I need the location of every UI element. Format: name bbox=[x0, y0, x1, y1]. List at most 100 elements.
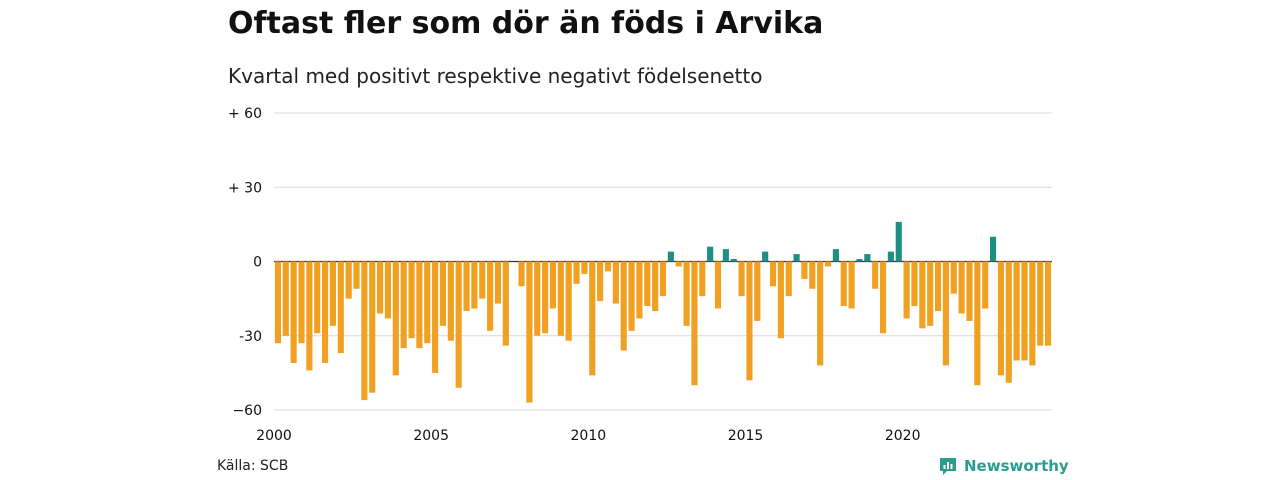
bar-negative bbox=[683, 261, 690, 326]
bar-positive bbox=[722, 249, 729, 262]
bar-negative bbox=[1013, 261, 1020, 361]
bar-negative bbox=[1021, 261, 1028, 361]
bar-negative bbox=[361, 261, 368, 401]
bar-negative bbox=[769, 261, 777, 287]
bar-negative bbox=[652, 261, 659, 311]
bar-negative bbox=[298, 261, 305, 344]
bar-positive bbox=[793, 254, 800, 262]
bar-positive bbox=[895, 221, 902, 262]
bar-negative bbox=[754, 261, 761, 321]
bar-negative bbox=[416, 261, 423, 349]
bar-negative bbox=[699, 261, 706, 297]
chart-logo-icon bbox=[940, 458, 956, 475]
bar-negative bbox=[1045, 261, 1052, 346]
bar-negative bbox=[1005, 261, 1012, 383]
bar-negative bbox=[974, 261, 981, 386]
bar-negative bbox=[848, 261, 855, 309]
y-tick-label: −60 bbox=[232, 403, 262, 419]
bar-positive bbox=[707, 246, 714, 262]
bar-negative bbox=[620, 261, 627, 351]
chart-title: Oftast fler som dör än föds i Arvika bbox=[228, 6, 824, 41]
bar-negative bbox=[628, 261, 635, 331]
bar-negative bbox=[1037, 261, 1044, 346]
bar-positive bbox=[864, 254, 871, 262]
bar-negative bbox=[369, 261, 376, 393]
bar-negative bbox=[526, 261, 533, 403]
bar-negative bbox=[817, 261, 824, 366]
bars bbox=[274, 221, 1052, 403]
bar-negative bbox=[565, 261, 572, 341]
bar-negative bbox=[958, 261, 965, 314]
newsworthy-logo[interactable]: Newsworthy bbox=[938, 456, 1069, 476]
bar-negative bbox=[471, 261, 478, 309]
bar-negative bbox=[400, 261, 407, 349]
bar-negative bbox=[487, 261, 494, 331]
brand-name: Newsworthy bbox=[964, 457, 1069, 475]
axis-labels: + 60 + 30 0 -30 −60 2000 2005 2010 2015 2020 bbox=[228, 106, 921, 444]
x-tick-label: 2005 bbox=[413, 428, 449, 444]
bar-negative bbox=[840, 261, 847, 307]
bar-negative bbox=[950, 261, 957, 294]
bar-positive bbox=[887, 251, 894, 262]
bar-negative bbox=[659, 261, 667, 297]
chart-subtitle: Kvartal med positivt respektive negativt… bbox=[228, 64, 763, 88]
bar-negative bbox=[612, 261, 619, 304]
bar-negative bbox=[746, 261, 753, 381]
x-tick-label: 2015 bbox=[728, 428, 764, 444]
bar-negative bbox=[455, 261, 462, 388]
bar-negative bbox=[439, 261, 447, 326]
bar-negative bbox=[738, 261, 745, 297]
y-tick-label: -30 bbox=[239, 329, 262, 345]
bar-negative bbox=[345, 261, 352, 299]
bar-negative bbox=[903, 261, 910, 319]
bar-positive bbox=[990, 236, 997, 262]
bar-positive bbox=[832, 249, 839, 262]
bar-negative bbox=[589, 261, 596, 376]
bar-negative bbox=[982, 261, 989, 309]
bar-negative bbox=[282, 261, 289, 336]
x-tick-label: 2020 bbox=[885, 428, 921, 444]
bar-negative bbox=[927, 261, 934, 326]
bar-negative bbox=[919, 261, 926, 329]
bar-negative bbox=[934, 261, 942, 311]
bar-negative bbox=[377, 261, 384, 314]
bar-negative bbox=[408, 261, 415, 339]
bar-negative bbox=[424, 261, 431, 344]
bar-negative bbox=[557, 261, 564, 336]
bar-negative bbox=[384, 261, 392, 319]
bar-negative bbox=[604, 261, 612, 272]
y-tick-label: + 60 bbox=[228, 106, 262, 122]
bar-negative bbox=[542, 261, 549, 334]
x-tick-label: 2000 bbox=[256, 428, 292, 444]
bar-negative bbox=[824, 261, 832, 267]
bar-negative bbox=[479, 261, 486, 299]
y-tick-label: 0 bbox=[253, 255, 262, 271]
bar-negative bbox=[714, 261, 722, 309]
bar-positive bbox=[730, 259, 737, 262]
bar-negative bbox=[691, 261, 698, 386]
bar-negative bbox=[597, 261, 604, 302]
bar-negative bbox=[785, 261, 792, 297]
bar-negative bbox=[801, 261, 808, 279]
bar-negative bbox=[502, 261, 509, 346]
bar-negative bbox=[809, 261, 816, 289]
bar-negative bbox=[322, 261, 329, 363]
bar-positive bbox=[856, 259, 863, 262]
bar-negative bbox=[879, 261, 887, 334]
bar-positive bbox=[762, 251, 769, 262]
bar-negative bbox=[463, 261, 470, 311]
bar-negative bbox=[290, 261, 297, 363]
bar-negative bbox=[392, 261, 399, 376]
bar-negative bbox=[1029, 261, 1036, 366]
bar-negative bbox=[942, 261, 949, 366]
bar-negative bbox=[573, 261, 580, 284]
bar-negative bbox=[306, 261, 313, 371]
bar-negative bbox=[581, 261, 588, 274]
bar-negative bbox=[314, 261, 321, 334]
bar-negative bbox=[447, 261, 454, 341]
bar-negative bbox=[534, 261, 541, 336]
bar-negative bbox=[636, 261, 643, 319]
bar-negative bbox=[644, 261, 651, 307]
bar-negative bbox=[494, 261, 502, 304]
bar-positive bbox=[667, 251, 674, 262]
